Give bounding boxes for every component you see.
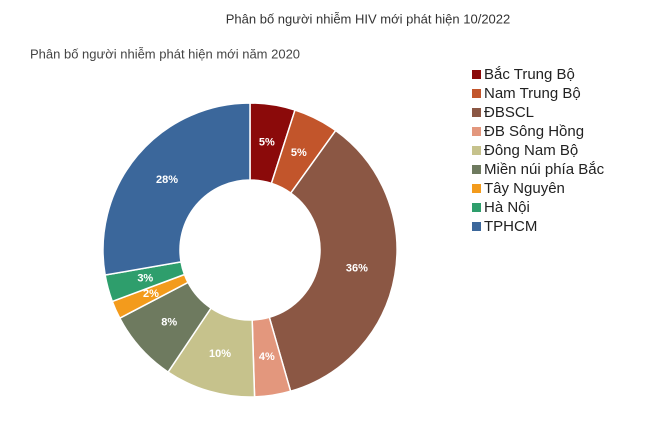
legend-label: TPHCM: [484, 218, 537, 235]
data-label: 10%: [209, 348, 231, 360]
data-label: 8%: [161, 316, 177, 328]
legend-label: ĐB Sông Hồng: [484, 123, 584, 140]
legend-swatch: [472, 165, 481, 174]
legend-label: Nam Trung Bộ: [484, 85, 581, 102]
legend-swatch: [472, 89, 481, 98]
data-label: 5%: [291, 147, 307, 159]
data-label: 28%: [156, 174, 178, 186]
data-label: 5%: [259, 137, 275, 149]
legend-label: Tây Nguyên: [484, 180, 565, 197]
legend-swatch: [472, 146, 481, 155]
data-label: 3%: [137, 272, 153, 284]
legend-swatch: [472, 222, 481, 231]
legend-label: Bắc Trung Bộ: [484, 66, 575, 83]
legend-swatch: [472, 184, 481, 193]
legend-label: ĐBSCL: [484, 104, 534, 121]
data-label: 4%: [259, 351, 275, 363]
legend-label: Miền núi phía Bắc: [484, 161, 605, 178]
donut-slice: [268, 129, 398, 393]
chart-subtitle: Phân bố người nhiễm phát hiện mới năm 20…: [30, 46, 300, 61]
data-label: 2%: [143, 288, 159, 300]
data-label: 36%: [346, 262, 368, 274]
legend-label: Đông Nam Bộ: [484, 142, 578, 159]
chart-title: Phân bố người nhiễm HIV mới phát hiện 10…: [226, 11, 510, 26]
legend-swatch: [472, 108, 481, 117]
legend-swatch: [472, 203, 481, 212]
donut-slice: [102, 102, 251, 276]
legend-label: Hà Nội: [484, 199, 530, 216]
legend-swatch: [472, 70, 481, 79]
legend-swatch: [472, 127, 481, 136]
